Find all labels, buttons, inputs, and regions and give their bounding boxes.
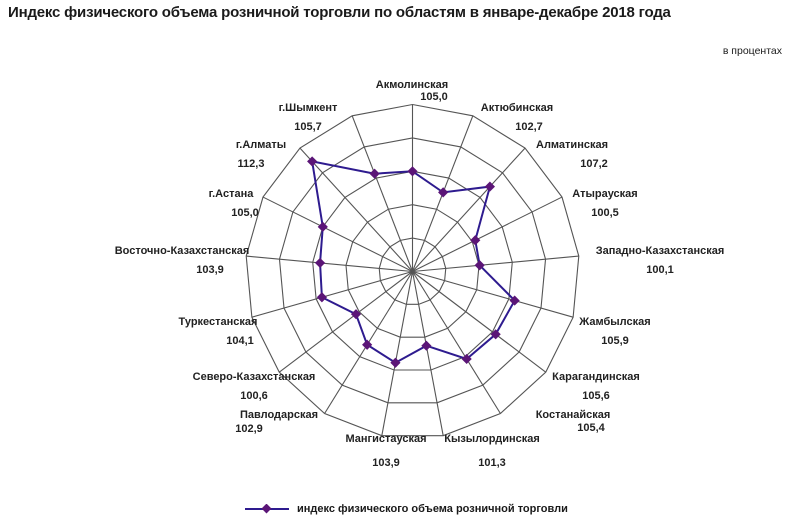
category-name: Туркестанская [178,316,258,328]
category-name: Кызылординская [444,433,540,445]
grid-ring [245,103,580,437]
category-value: 103,9 [372,457,400,469]
grid-ring [312,170,513,371]
category-value: 105,0 [231,207,259,219]
radar-grid [245,103,580,437]
grid-spoke [412,271,547,373]
category-value: 112,3 [237,158,265,170]
legend-line-marker-icon [245,504,289,514]
data-point-marker [390,357,401,368]
category-label: Актюбинская 102,7 [481,99,553,137]
category-name: Актюбинская [480,102,554,114]
grid-ring [278,137,547,404]
category-value: 104,1 [226,335,254,347]
category-value: 105,9 [601,335,629,347]
category-value: 107,2 [580,158,608,170]
category-value: 105,6 [582,390,610,402]
grid-ring [345,204,480,338]
legend-label: индекс физического объема розничной торг… [297,503,568,515]
category-value: 100,6 [240,390,268,402]
category-name: Павлодарская [239,409,319,421]
category-value: 103,9 [196,264,224,276]
series-line [310,160,516,364]
category-value: 101,3 [478,457,506,469]
data-point-marker [490,329,501,340]
grid-spoke [246,255,413,273]
category-label: Кызылординская 101,3 [444,430,540,473]
data-point-marker [470,235,481,246]
data-point-marker [350,309,362,320]
grid-spoke [351,115,414,272]
category-label: Павлодарская 102,9 [235,406,319,439]
data-point-marker [421,340,432,351]
category-label: г.Алматы 112,3 [236,136,286,174]
grid-spoke [412,196,563,272]
category-name: Карагандинская [552,371,640,383]
category-label: Костанайская 105,4 [536,406,611,438]
grid-spoke [412,147,526,272]
category-value: 105,4 [577,422,605,434]
category-label: Мангистауская 103,9 [345,430,426,473]
category-label: г.Шымкент 105,7 [279,99,338,137]
grid-ring [378,237,447,305]
category-value: 102,7 [515,121,543,133]
data-series [307,156,520,368]
data-point-marker [314,257,326,269]
category-label: Акмолинская 105,0 [376,76,448,107]
category-name: Западно-Казахстанская [595,245,725,257]
category-name: г.Алматы [235,139,287,151]
category-value: 100,1 [646,264,674,276]
category-name: г.Астана [208,188,254,200]
grid-spoke [381,271,414,436]
grid-spoke [299,147,413,272]
category-label: Жамбылская 105,9 [579,313,650,351]
data-point-marker [317,221,328,232]
category-name: Атырауская [572,188,638,200]
category-label: Алматинская 107,2 [536,136,608,174]
category-label: Атырауская 100,5 [572,185,637,223]
category-label: Карагандинская 105,6 [552,368,640,406]
category-value: 105,7 [294,121,322,133]
category-name: Алматинская [536,139,608,151]
category-label: Восточно-Казахстанская 103,9 [115,242,250,280]
data-point-marker [461,353,472,365]
category-name: Мангистауская [345,433,427,445]
grid-spoke [412,270,574,318]
category-name: Костанайская [535,409,611,421]
category-name: Акмолинская [375,79,449,91]
category-name: Восточно-Казахстанская [114,245,250,257]
legend: индекс физического объема розничной торг… [243,503,568,515]
chart-title: Индекс физического объема розничной торг… [8,4,671,21]
data-point-marker [316,292,327,303]
data-point-marker [369,168,380,179]
grid-spoke [278,271,413,373]
category-name: Жамбылская [579,316,651,328]
grid-spoke [411,271,444,436]
category-value: 100,5 [591,207,619,219]
category-label: Западно-Казахстанская 100,1 [596,242,725,280]
grid-spoke [412,271,501,414]
data-point-marker [362,339,373,350]
units-label: в процентах [722,45,782,57]
category-value: 102,9 [235,423,263,435]
grid-spoke [412,255,579,273]
category-value: 105,0 [420,91,448,103]
category-name: Северо-Казахстанская [192,371,316,383]
grid-spoke [251,270,413,318]
category-label: Северо-Казахстанская 100,6 [193,368,316,406]
grid-spoke [262,196,413,272]
category-name: г.Шымкент [278,102,338,114]
data-point-marker [474,260,485,271]
category-label: г.Астана 105,0 [208,185,259,223]
category-label: Туркестанская 104,1 [179,313,258,351]
